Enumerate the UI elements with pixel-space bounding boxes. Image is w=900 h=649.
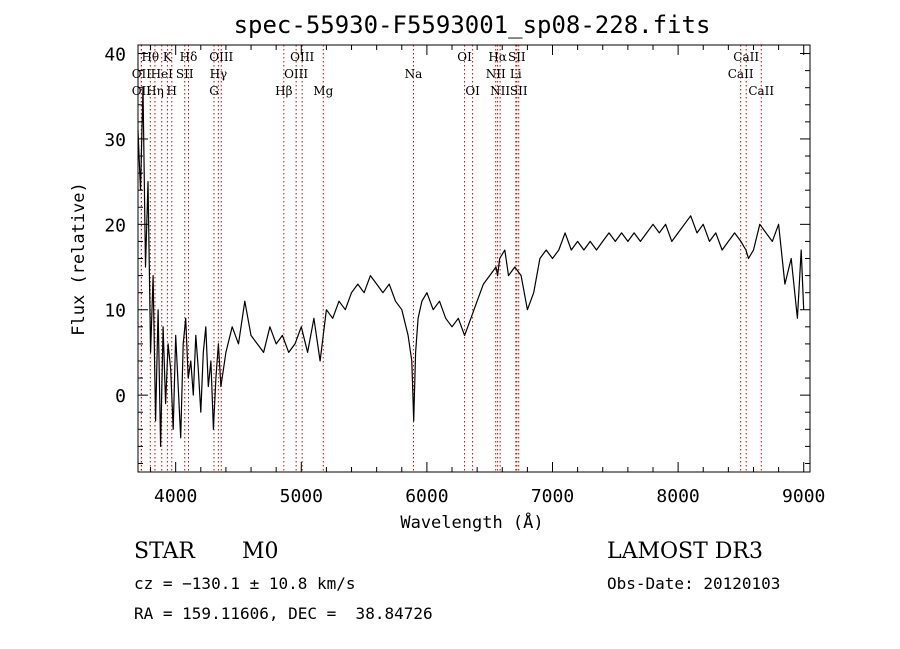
- x-tick-label: 9000: [782, 486, 825, 507]
- survey-name: LAMOST DR3: [607, 539, 763, 564]
- spectral-line-label: K: [163, 50, 173, 64]
- spectral-line-label: Hα: [488, 50, 507, 64]
- spectral-line-label: NII: [490, 84, 510, 98]
- spectral-line-label: OI: [457, 50, 472, 64]
- spectral-line-label: HeI: [151, 67, 174, 81]
- x-axis-label: Wavelength (Å): [400, 511, 543, 533]
- spectral-line-label: NII: [486, 67, 506, 81]
- axis-tick-labels: 4000 5000 6000 7000 8000 9000 0 10 20 30 40: [104, 45, 825, 507]
- spectral-line-label: H: [167, 84, 177, 98]
- spectral-line-label: Hβ: [275, 84, 292, 98]
- x-tick-label: 6000: [405, 486, 448, 507]
- sky-coordinates: RA = 159.11606, DEC = 38.84726: [134, 604, 433, 623]
- object-subclass: M0: [242, 539, 279, 564]
- series-layer: [137, 87, 805, 447]
- y-tick-label: 0: [115, 386, 126, 407]
- spectral-line-label: Hδ: [180, 50, 198, 64]
- spectral-line-label: OIII: [209, 50, 233, 64]
- axis-ticks: [138, 45, 810, 472]
- y-tick-label: 40: [104, 45, 126, 66]
- x-tick-label: 8000: [656, 486, 699, 507]
- y-tick-label: 30: [104, 130, 126, 151]
- spectral-line-label: SII: [176, 67, 194, 81]
- spectral-line-label: CaII: [733, 50, 759, 64]
- observation-date: Obs-Date: 20120103: [607, 574, 781, 593]
- y-tick-label: 10: [104, 301, 126, 322]
- spectral-line-label: SII: [508, 50, 526, 64]
- y-axis-label: Flux (relative): [69, 182, 89, 336]
- x-tick-label: 5000: [280, 486, 323, 507]
- redshift-velocity: cz = −130.1 ± 10.8 km/s: [134, 574, 356, 593]
- spectral-line-label: Mg: [313, 84, 333, 98]
- spectral-line-label: OII: [132, 84, 152, 98]
- spectral-line-label: Li: [510, 67, 522, 81]
- spectral-line-label: Na: [405, 67, 423, 81]
- spectral-line-label: G: [209, 84, 219, 98]
- spectral-line-label: Hη: [146, 84, 164, 98]
- y-tick-label: 20: [104, 215, 126, 236]
- spectral-line-label: Hγ: [210, 67, 228, 81]
- spectral-line-label: OI: [465, 84, 480, 98]
- spectral-line-label: CaII: [748, 84, 774, 98]
- spectral-line-label: SII: [510, 84, 528, 98]
- flux-series-line: [137, 87, 805, 447]
- plot-frame: [137, 44, 811, 473]
- object-class: STAR: [134, 539, 195, 564]
- spectral-line-label: OIII: [284, 67, 308, 81]
- spectral-line-label: Hθ: [141, 50, 159, 64]
- x-tick-label: 7000: [531, 486, 574, 507]
- spectral-line-label: CaII: [728, 67, 754, 81]
- spectral-line-markers: [140, 45, 762, 472]
- spectral-line-label: OII: [132, 67, 152, 81]
- x-tick-label: 4000: [154, 486, 197, 507]
- chart-title: spec-55930-F5593001_sp08-228.fits: [234, 11, 711, 39]
- spectral-line-label: OIII: [290, 50, 314, 64]
